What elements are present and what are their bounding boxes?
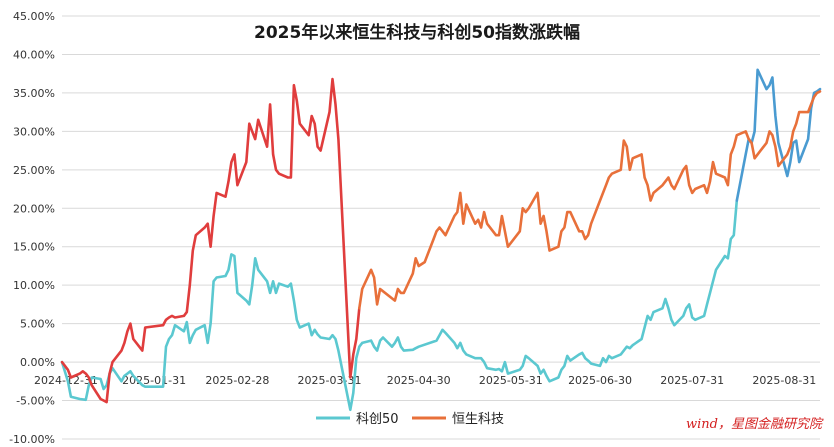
x-tick-label: 2025-08-31	[752, 374, 816, 387]
y-tick-label: 15.00%	[13, 241, 55, 254]
y-tick-label: 45.00%	[13, 10, 55, 23]
grid-lines	[62, 15, 820, 440]
series-line-hstech-early	[60, 77, 361, 404]
y-tick-label: 30.00%	[13, 125, 55, 138]
chart-title: 2025年以来恒生科技与科创50指数涨跌幅	[254, 22, 580, 43]
legend-label-hstech: 恒生科技	[452, 412, 504, 427]
x-tick-label: 2025-03-31	[298, 374, 362, 387]
y-tick-label: 5.00%	[20, 318, 55, 331]
x-tick-label: 2024-12-31	[34, 374, 98, 387]
series-line-hstech	[358, 90, 822, 310]
x-tick-labels: 2024-12-31 2025-01-31 2025-02-28 2025-03-31…	[34, 374, 816, 387]
y-tick-label: 35.00%	[13, 87, 55, 100]
legend-label-kechuang50: 科创50	[356, 412, 399, 427]
x-tick-label: 2025-01-31	[122, 374, 186, 387]
series-lines	[60, 68, 822, 412]
y-tick-label: 25.00%	[13, 164, 55, 177]
y-tick-label: -5.00%	[16, 395, 55, 408]
source-note: wind，星图金融研究院	[686, 416, 824, 432]
y-tick-label: 0.00%	[20, 356, 55, 369]
x-tick-label: 2025-02-28	[205, 374, 269, 387]
y-tick-label: -10.00%	[9, 433, 55, 446]
x-tick-label: 2025-05-31	[479, 374, 543, 387]
y-tick-label: 20.00%	[13, 202, 55, 215]
series-line-kechuang50	[60, 199, 739, 412]
x-tick-label: 2025-04-30	[387, 374, 451, 387]
x-tick-label: 2025-06-30	[568, 374, 632, 387]
legend: 科创50 恒生科技	[316, 412, 504, 427]
y-tick-labels: -10.00% -5.00% 0.00% 5.00% 10.00% 15.00% 20.00…	[9, 10, 55, 446]
x-tick-label: 2025-07-31	[660, 374, 724, 387]
series-line-kechuang50-late	[735, 68, 822, 202]
y-tick-label: 10.00%	[13, 279, 55, 292]
y-tick-label: 40.00%	[13, 48, 55, 61]
